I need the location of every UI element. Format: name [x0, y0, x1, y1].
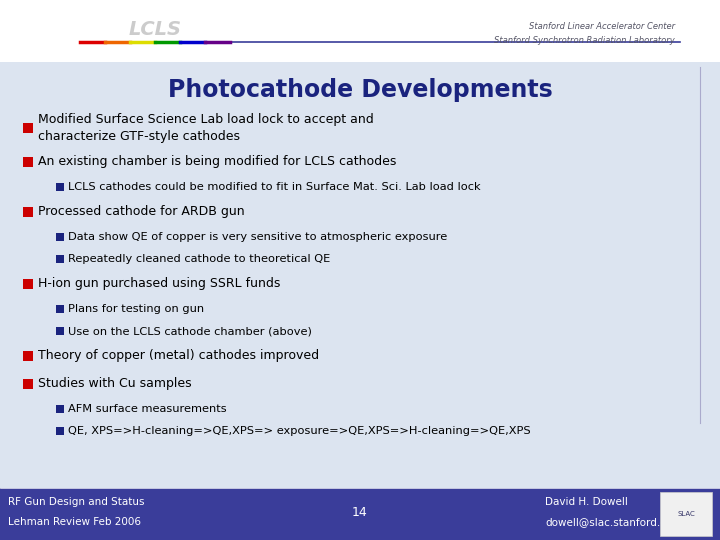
Text: Studies with Cu samples: Studies with Cu samples	[38, 377, 192, 390]
Text: QE, XPS=>H-cleaning=>QE,XPS=> exposure=>QE,XPS=>H-cleaning=>QE,XPS: QE, XPS=>H-cleaning=>QE,XPS=> exposure=>…	[68, 426, 531, 436]
Bar	[23, 379, 33, 389]
Text: Stanford Linear Accelerator Center: Stanford Linear Accelerator Center	[529, 22, 675, 31]
Text: Photocathode Developments: Photocathode Developments	[168, 78, 552, 102]
Bar	[23, 157, 33, 167]
Text: 14: 14	[352, 505, 368, 518]
Bar	[56, 305, 64, 313]
Bar	[56, 405, 64, 413]
Text: H-ion gun purchased using SSRL funds: H-ion gun purchased using SSRL funds	[38, 278, 280, 291]
Bar	[56, 255, 64, 263]
Bar	[0, 0, 720, 62]
Bar	[56, 427, 64, 435]
Text: Theory of copper (metal) cathodes improved: Theory of copper (metal) cathodes improv…	[38, 349, 319, 362]
Text: SLAC: SLAC	[677, 511, 695, 517]
Text: Repeatedly cleaned cathode to theoretical QE: Repeatedly cleaned cathode to theoretica…	[68, 254, 330, 264]
Text: RF Gun Design and Status: RF Gun Design and Status	[8, 497, 145, 507]
Text: AFM surface measurements: AFM surface measurements	[68, 404, 227, 414]
Bar	[23, 279, 33, 289]
Text: Use on the LCLS cathode chamber (above): Use on the LCLS cathode chamber (above)	[68, 326, 312, 336]
Bar	[56, 327, 64, 335]
Text: LCLS: LCLS	[128, 20, 181, 39]
Text: dowell@slac.stanford.edu: dowell@slac.stanford.edu	[545, 517, 680, 527]
Text: LCLS cathodes could be modified to fit in Surface Mat. Sci. Lab load lock: LCLS cathodes could be modified to fit i…	[68, 182, 481, 192]
Bar	[23, 351, 33, 361]
Text: Data show QE of copper is very sensitive to atmospheric exposure: Data show QE of copper is very sensitive…	[68, 232, 447, 242]
Text: Plans for testing on gun: Plans for testing on gun	[68, 304, 204, 314]
Bar	[23, 123, 33, 133]
Text: Lehman Review Feb 2006: Lehman Review Feb 2006	[8, 517, 141, 527]
Bar	[56, 183, 64, 191]
Text: Stanford Synchrotron Radiation Laboratory: Stanford Synchrotron Radiation Laborator…	[494, 36, 675, 45]
Text: Modified Surface Science Lab load lock to accept and
characterize GTF-style cath: Modified Surface Science Lab load lock t…	[38, 113, 374, 143]
Bar	[660, 492, 712, 536]
Bar	[23, 207, 33, 217]
Bar	[0, 488, 720, 540]
Text: Processed cathode for ARDB gun: Processed cathode for ARDB gun	[38, 206, 245, 219]
Text: An existing chamber is being modified for LCLS cathodes: An existing chamber is being modified fo…	[38, 156, 397, 168]
Text: David H. Dowell: David H. Dowell	[545, 497, 628, 507]
Bar	[56, 233, 64, 241]
